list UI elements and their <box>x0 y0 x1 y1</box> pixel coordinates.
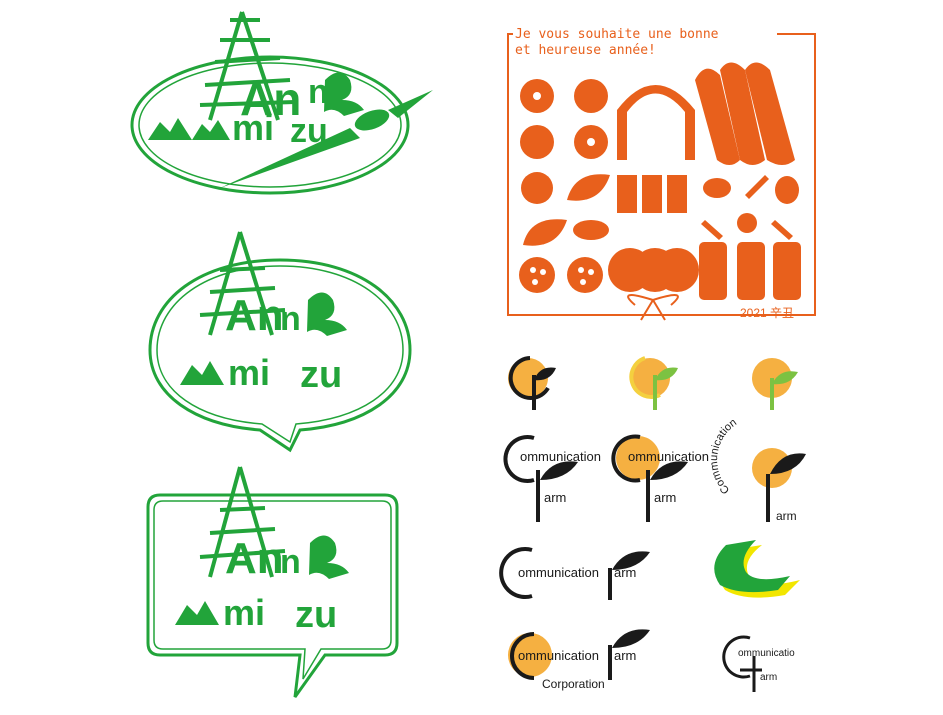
lotus-root-icon <box>519 257 555 293</box>
flower-icon <box>574 125 608 159</box>
cf-arc-text: Communication <box>708 416 739 496</box>
cf-communication-text: ommunication <box>518 648 599 663</box>
naruto-icon <box>521 172 553 204</box>
cf-logo-corporation: ommunication arm Corporation <box>508 629 650 691</box>
orange-fruit-icon <box>574 79 608 113</box>
anmizu-logo-bubble-rect: An n mi zu <box>146 466 399 698</box>
cf-logo-horizontal: ommunication arm <box>499 547 650 600</box>
milk-can-icon <box>773 242 801 300</box>
bean-icon <box>703 178 731 198</box>
lotus-root-icon <box>567 257 603 293</box>
wave-icon <box>309 535 349 579</box>
leaf-icon <box>770 453 806 474</box>
cf-logo-stacked-color: ommunication arm <box>611 434 709 522</box>
leaf-icon <box>772 371 798 385</box>
shrimp-icon <box>720 62 765 165</box>
cf-logo-stacked-dark: ommunication arm <box>503 435 601 522</box>
leaf-icon <box>612 551 650 570</box>
anmizu-logo-oval: An n mi zu <box>130 11 433 195</box>
cf-farm-text: arm <box>760 672 777 683</box>
bean-icon <box>775 176 799 204</box>
cf-logo-small: ommunicatio arm <box>722 635 795 692</box>
herb-icon <box>701 220 723 240</box>
greeting-line-1: Je vous souhaite une bonne <box>515 27 719 42</box>
shrimp-icon <box>695 68 740 165</box>
milk-can-icon <box>699 242 727 300</box>
leaf-icon <box>612 629 650 648</box>
herb-icon <box>771 220 793 240</box>
bean-icon <box>737 213 757 233</box>
leaf-icon <box>655 367 678 381</box>
flower-icon <box>520 79 554 113</box>
leaf-icon <box>567 174 610 201</box>
tower-icon <box>199 11 296 121</box>
leaf-icon <box>523 219 567 246</box>
logo-text-zu: zu <box>300 354 342 396</box>
cf-farm-text: arm <box>654 490 676 505</box>
mountains-icon <box>180 361 224 385</box>
logo-text-an: An <box>225 291 284 340</box>
tower-icon <box>199 466 286 578</box>
milk-can-icon <box>737 242 765 300</box>
svg-text:Communication: Communication <box>708 416 739 496</box>
new-year-card: Je vous souhaite une bonne et heureuse a… <box>507 27 816 321</box>
logo-text-n: n <box>308 73 329 111</box>
kobumaki-icon <box>667 175 687 213</box>
cf-farm-text: arm <box>776 509 797 523</box>
cf-farm-text: arm <box>614 648 636 663</box>
ribbon-icon <box>627 294 679 321</box>
mountains-icon <box>148 118 230 140</box>
orange-fruit-icon <box>520 125 554 159</box>
cf-logo-arc: Communication arm <box>708 416 806 523</box>
cf-corporation-text: Corporation <box>542 677 605 691</box>
anmizu-logo-bubble-oval: An n mi zu <box>148 231 412 453</box>
logo-text-mi: mi <box>223 592 265 633</box>
cf-farm-text: arm <box>614 565 636 580</box>
wave-icon <box>324 72 364 116</box>
cf-communication-text: ommunication <box>520 449 601 464</box>
leaf-icon <box>534 367 556 381</box>
cf-symbol-soft <box>752 358 798 410</box>
naruto-icon <box>573 220 609 240</box>
squash-icon <box>655 248 699 292</box>
logo-text-n: n <box>280 300 301 338</box>
mountains-icon <box>175 601 219 625</box>
logo-text-zu: zu <box>295 594 337 636</box>
logo-text-mi: mi <box>228 352 270 393</box>
cf-logo-grid: ommunication arm ommunication arm Commun… <box>499 356 806 692</box>
logo-text-an: An <box>240 73 301 125</box>
kobumaki-icon <box>617 175 637 213</box>
cf-farm-text: arm <box>544 490 566 505</box>
greeting-line-2: et heureuse année! <box>515 43 656 58</box>
card-year-label: 2021 辛丑 <box>740 306 794 320</box>
kamaboko-icon <box>617 85 695 160</box>
logo-text-n: n <box>280 543 301 581</box>
brush-icon <box>220 90 433 188</box>
leaf-icon <box>540 461 578 480</box>
cf-small-communication-text: ommunicatio <box>738 648 795 659</box>
wave-icon <box>307 292 347 336</box>
cf-symbol-color <box>629 356 678 410</box>
shrimp-icon <box>745 62 795 165</box>
logo-text-an: An <box>225 534 284 583</box>
logo-text-mi: mi <box>232 107 274 148</box>
tower-icon <box>199 231 286 336</box>
herb-icon <box>745 175 769 199</box>
leaf-icon <box>650 461 688 480</box>
cf-symbol-dark <box>508 356 556 410</box>
cf-communication-text: ommunication <box>518 565 599 580</box>
cf-symbol-swoosh <box>714 540 800 598</box>
kobumaki-icon <box>642 175 662 213</box>
cf-communication-text: ommunication <box>628 449 709 464</box>
